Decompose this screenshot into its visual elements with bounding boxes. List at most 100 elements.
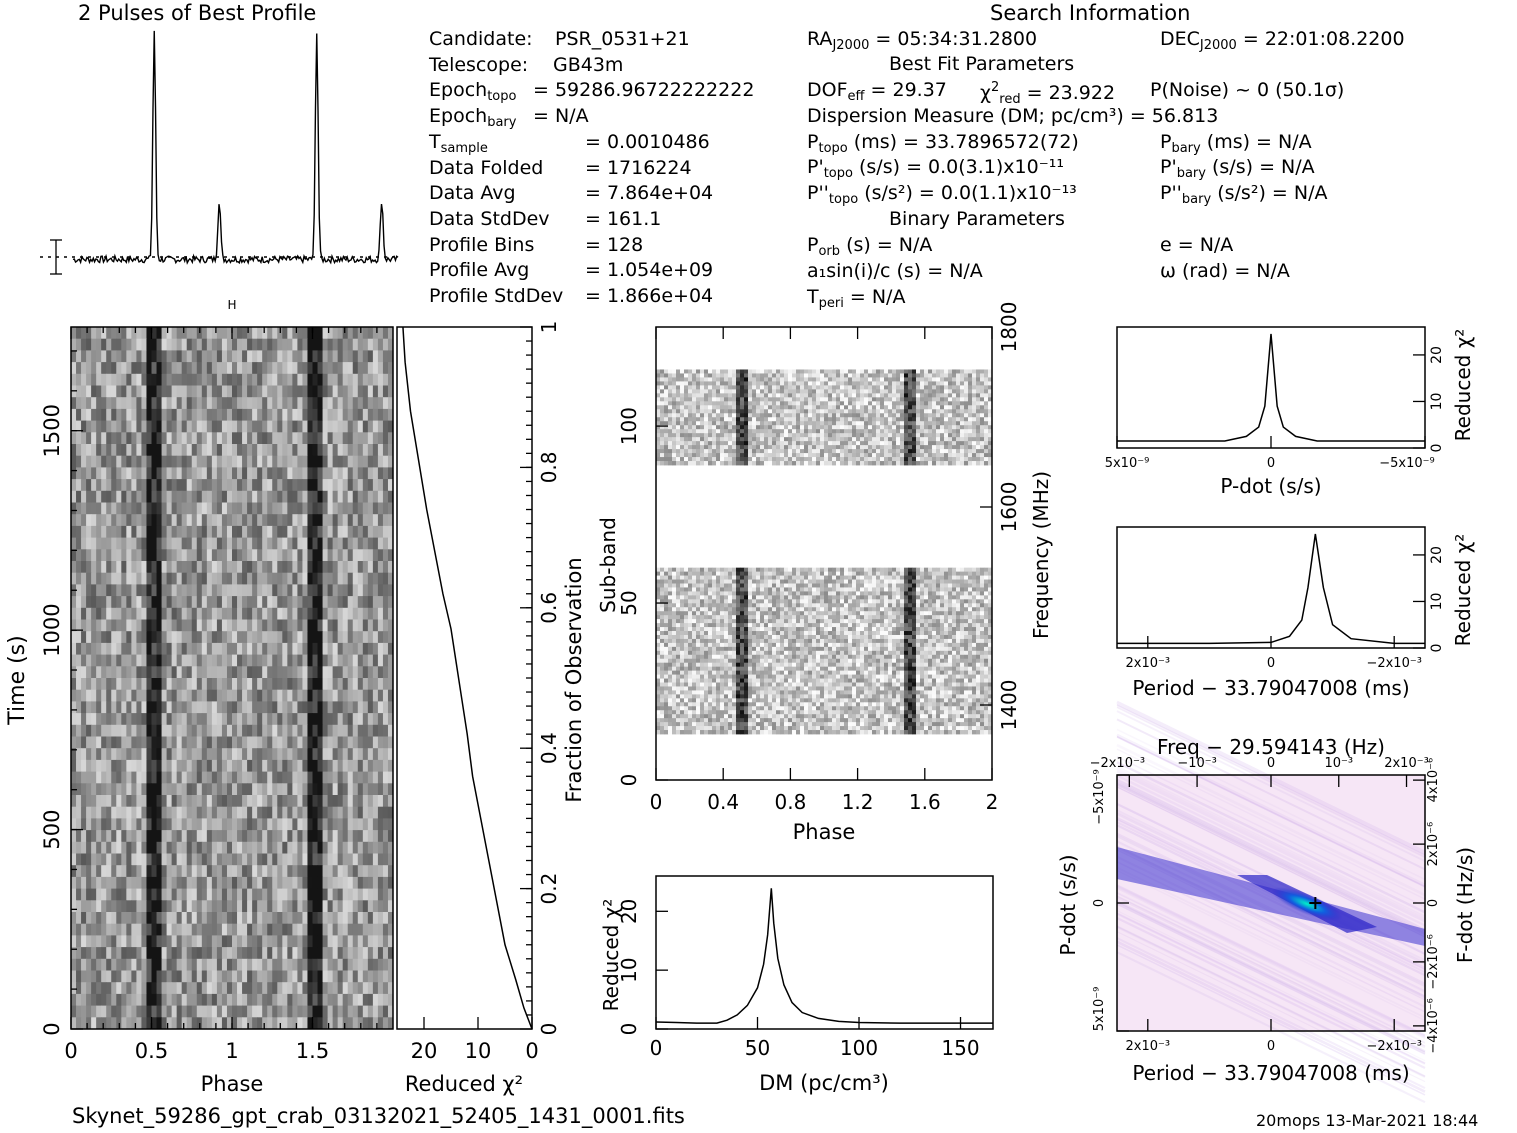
heat-cell xyxy=(302,584,308,597)
heat-cell xyxy=(352,338,359,351)
heat-cell xyxy=(181,701,188,714)
heat-cell xyxy=(277,327,283,340)
heat-cell xyxy=(242,689,248,702)
heat-cell xyxy=(136,467,142,480)
heat-cell xyxy=(252,607,258,620)
heat-cell xyxy=(252,678,258,691)
heat-cell xyxy=(277,888,283,901)
heat-cell xyxy=(317,525,324,539)
heat-cell xyxy=(181,876,188,890)
heat-cell xyxy=(181,806,188,819)
heat-cell xyxy=(772,587,777,592)
heat-cell xyxy=(232,759,238,773)
heat-cell xyxy=(660,595,665,600)
heat-cell xyxy=(76,654,82,667)
heat-cell xyxy=(206,619,213,632)
heat-cell xyxy=(828,579,833,584)
heat-cell xyxy=(924,579,929,584)
heat-cell xyxy=(307,748,313,761)
heat-cell xyxy=(121,467,127,480)
heat-cell xyxy=(944,591,949,596)
heat-cell xyxy=(776,595,781,600)
heat-cell xyxy=(86,654,92,667)
heat-cell xyxy=(880,607,885,612)
heat-cell xyxy=(76,1005,82,1018)
heat-cell xyxy=(176,490,183,503)
heat-cell xyxy=(337,865,344,878)
heat-cell xyxy=(96,373,102,386)
heat-cell xyxy=(176,631,183,644)
heat-cell xyxy=(161,830,168,843)
heat-cell xyxy=(242,455,248,468)
heat-cell xyxy=(201,759,208,773)
heat-cell xyxy=(664,567,669,573)
heat-cell xyxy=(111,806,117,819)
heat-cell xyxy=(660,599,665,604)
chi2-time-line xyxy=(402,326,533,1030)
heat-cell xyxy=(362,514,369,527)
heat-cell xyxy=(327,841,334,854)
heat-cell xyxy=(282,912,288,925)
heat-cell xyxy=(332,724,339,737)
heat-cell xyxy=(161,748,168,761)
heat-cell xyxy=(357,537,364,550)
heat-cell xyxy=(342,970,349,983)
heat-cell xyxy=(181,771,188,784)
heat-cell xyxy=(372,525,379,539)
heat-cell xyxy=(211,631,218,644)
heat-cell xyxy=(156,514,163,527)
heat-cell xyxy=(136,525,142,539)
heat-cell xyxy=(156,572,163,585)
heat-cell xyxy=(101,549,107,562)
heat-cell xyxy=(337,935,344,948)
heat-cell xyxy=(282,689,288,702)
heat-cell xyxy=(81,408,87,422)
heat-cell xyxy=(332,771,339,784)
heat-cell xyxy=(732,567,737,573)
heat-cell xyxy=(352,420,359,433)
heat-cell xyxy=(382,479,389,492)
heat-cell xyxy=(327,806,334,819)
heat-cell xyxy=(111,1017,117,1030)
heat-cell xyxy=(768,607,773,612)
heat-cell xyxy=(247,666,253,679)
heat-cell xyxy=(151,631,158,644)
heat-cell xyxy=(712,599,717,604)
heat-cell xyxy=(342,1017,349,1030)
heat-cell xyxy=(824,595,829,600)
heat-cell xyxy=(191,654,198,667)
heat-cell xyxy=(151,923,158,936)
heat-cell xyxy=(337,432,344,445)
heat-cell xyxy=(277,631,283,644)
ra-label: RAJ2000 = 05:34:31.2800 xyxy=(807,28,1038,53)
heat-cell xyxy=(327,549,334,562)
heat-cell xyxy=(211,584,218,597)
heat-cell xyxy=(121,502,127,515)
heat-cell xyxy=(277,771,283,784)
chi2-value: = 23.922 xyxy=(1026,82,1116,104)
heat-cell xyxy=(772,579,777,584)
heat-cell xyxy=(812,579,817,584)
heat-cell xyxy=(282,876,288,890)
y-tick-label: 0 xyxy=(40,1022,64,1035)
heat-cell xyxy=(347,888,354,901)
heat-cell xyxy=(362,865,369,878)
heat-cell xyxy=(106,514,112,527)
heat-cell xyxy=(736,599,741,604)
heat-cell xyxy=(257,678,263,691)
heat-cell xyxy=(237,490,243,503)
heat-cell xyxy=(116,619,122,632)
heat-cell xyxy=(257,818,263,831)
heat-cell xyxy=(111,420,117,433)
heat-cell xyxy=(121,701,127,714)
heat-cell xyxy=(206,502,213,515)
heat-cell xyxy=(206,338,213,351)
heat-cell xyxy=(840,599,845,604)
heat-cell xyxy=(337,876,344,890)
info-label: Data StdDev xyxy=(429,207,550,230)
heat-cell xyxy=(141,572,147,585)
heat-cell xyxy=(372,537,379,550)
heat-cell xyxy=(776,591,781,596)
heat-cell xyxy=(692,575,697,580)
heat-cell xyxy=(312,596,319,609)
